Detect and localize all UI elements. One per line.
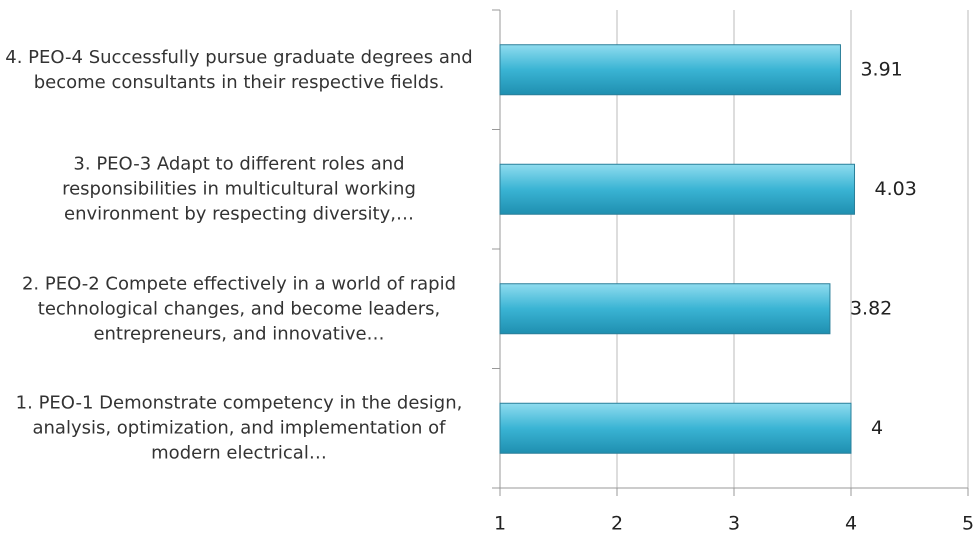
value-label: 3.91 <box>860 58 902 80</box>
category-label: 2. PEO-2 Compete effectively in a world … <box>21 273 457 345</box>
category-label: 3. PEO-3 Adapt to different roles and re… <box>62 153 416 225</box>
bar <box>499 283 831 335</box>
x-tick-label: 1 <box>494 513 506 535</box>
x-tick-label: 3 <box>728 513 740 535</box>
x-tick-label: 4 <box>845 513 857 535</box>
x-tick-label: 5 <box>962 513 974 535</box>
x-tick-label: 2 <box>611 513 623 535</box>
category-label: 4. PEO-4 Successfully pursue graduate de… <box>5 46 473 93</box>
value-label: 4.03 <box>875 178 917 200</box>
bar <box>499 163 856 215</box>
bar <box>499 402 852 454</box>
value-label: 3.82 <box>850 297 892 319</box>
category-label: 1. PEO-1 Demonstrate competency in the d… <box>15 392 463 464</box>
bar <box>499 44 841 96</box>
value-label: 4 <box>871 417 883 439</box>
